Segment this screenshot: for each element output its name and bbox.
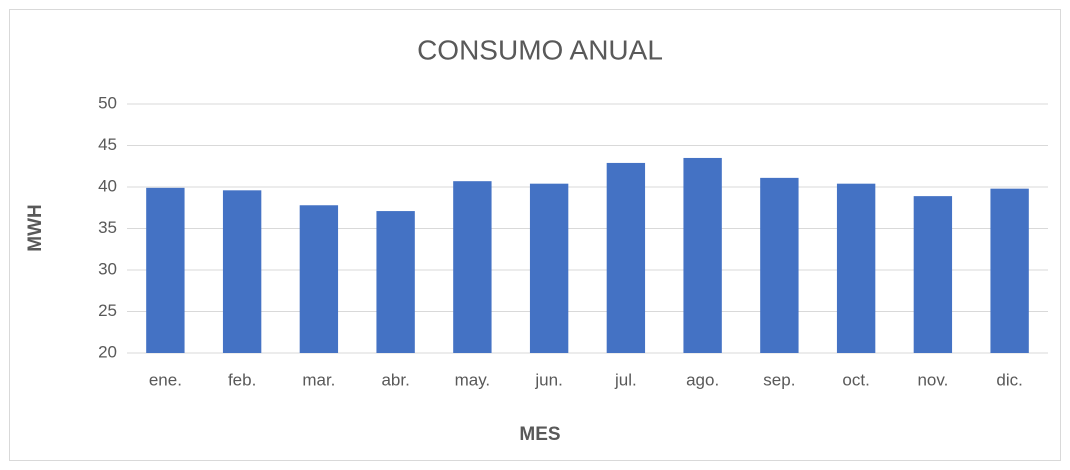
x-axis-title: MES: [519, 424, 560, 445]
y-tick-label: 25: [98, 301, 117, 320]
y-tick-label: 45: [98, 135, 117, 154]
y-tick-label: 50: [98, 93, 117, 112]
bar: [760, 177, 799, 353]
x-tick-label: feb.: [228, 370, 256, 389]
y-tick-label: 20: [98, 342, 117, 361]
bar: [913, 196, 953, 353]
x-tick-label: oct.: [842, 370, 869, 389]
x-tick-label: may.: [455, 370, 491, 389]
bar: [529, 183, 569, 353]
bar: [453, 181, 492, 353]
y-tick-label: 35: [98, 218, 117, 237]
bar: [146, 187, 185, 353]
x-tick-label: jun.: [534, 370, 562, 389]
y-tick-label: 30: [98, 259, 117, 278]
bar: [990, 188, 1029, 353]
x-tick-label: sep.: [763, 370, 795, 389]
bar: [299, 205, 339, 353]
bar: [606, 162, 646, 353]
y-tick-label: 40: [98, 176, 117, 195]
bar: [683, 157, 722, 353]
x-tick-label: jul.: [614, 370, 637, 389]
x-tick-label: abr.: [381, 370, 409, 389]
x-tick-label: mar.: [302, 370, 335, 389]
x-tick-label: nov.: [917, 370, 948, 389]
bar: [222, 190, 262, 353]
y-axis-title: MWH: [25, 204, 46, 251]
bar: [836, 183, 876, 353]
chart-title: CONSUMO ANUAL: [417, 34, 663, 65]
x-tick-label: ene.: [149, 370, 182, 389]
bar: [376, 211, 415, 353]
x-tick-label: dic.: [996, 370, 1022, 389]
x-tick-label: ago.: [686, 370, 719, 389]
